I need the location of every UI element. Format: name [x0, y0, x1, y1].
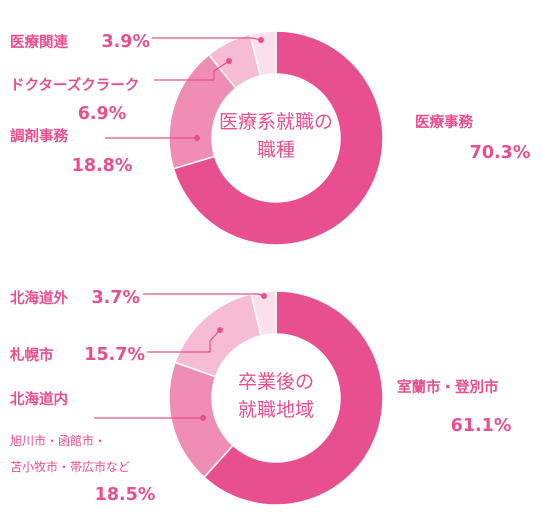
leader-dot: [194, 135, 200, 141]
value-label: 15.7%: [84, 345, 145, 365]
slice-1-1: [172, 30, 384, 246]
category-label: ドクターズクラーク: [10, 76, 139, 94]
center-label: 卒業後の: [238, 371, 314, 393]
category-label: 医療事務: [415, 113, 473, 131]
category-label: 北海道内: [10, 390, 68, 408]
category-label: 調剤事務: [10, 127, 68, 145]
donut-chart-2: [168, 290, 384, 506]
value-label: 18.8%: [72, 156, 133, 176]
leader-dot: [258, 37, 264, 43]
center-label: 職種: [257, 139, 295, 161]
value-label: 3.9%: [101, 32, 150, 52]
center-label: 就職地域: [238, 399, 314, 421]
value-label: 18.5%: [95, 485, 156, 505]
leader-line: [152, 37, 262, 41]
category-note: 旭川市・函館市・: [10, 433, 106, 448]
category-label: 室蘭市・登別市: [397, 378, 499, 396]
leader-line: [147, 329, 221, 353]
value-label: 61.1%: [451, 416, 512, 436]
slice-2-4: [250, 290, 277, 337]
value-label: 6.9%: [78, 104, 127, 124]
slice-2-3: [174, 293, 263, 378]
category-note: 苫小牧市・帯広市など: [10, 459, 130, 474]
category-label: 札幌市: [9, 346, 54, 364]
category-label: 医療関連: [10, 33, 68, 51]
donut-chart-1: [168, 30, 384, 246]
leader-dot: [200, 415, 206, 421]
category-label: 北海道外: [10, 289, 68, 307]
slice-1-4: [249, 30, 277, 77]
leader-dot: [261, 293, 267, 299]
leader-dot: [226, 58, 232, 64]
leader-dot: [217, 327, 223, 333]
leader-line: [154, 60, 230, 81]
center-label: 医療系就職の: [219, 111, 333, 133]
value-label: 3.7%: [91, 288, 140, 308]
value-label: 70.3%: [470, 143, 531, 163]
slice-2-1: [203, 290, 384, 506]
